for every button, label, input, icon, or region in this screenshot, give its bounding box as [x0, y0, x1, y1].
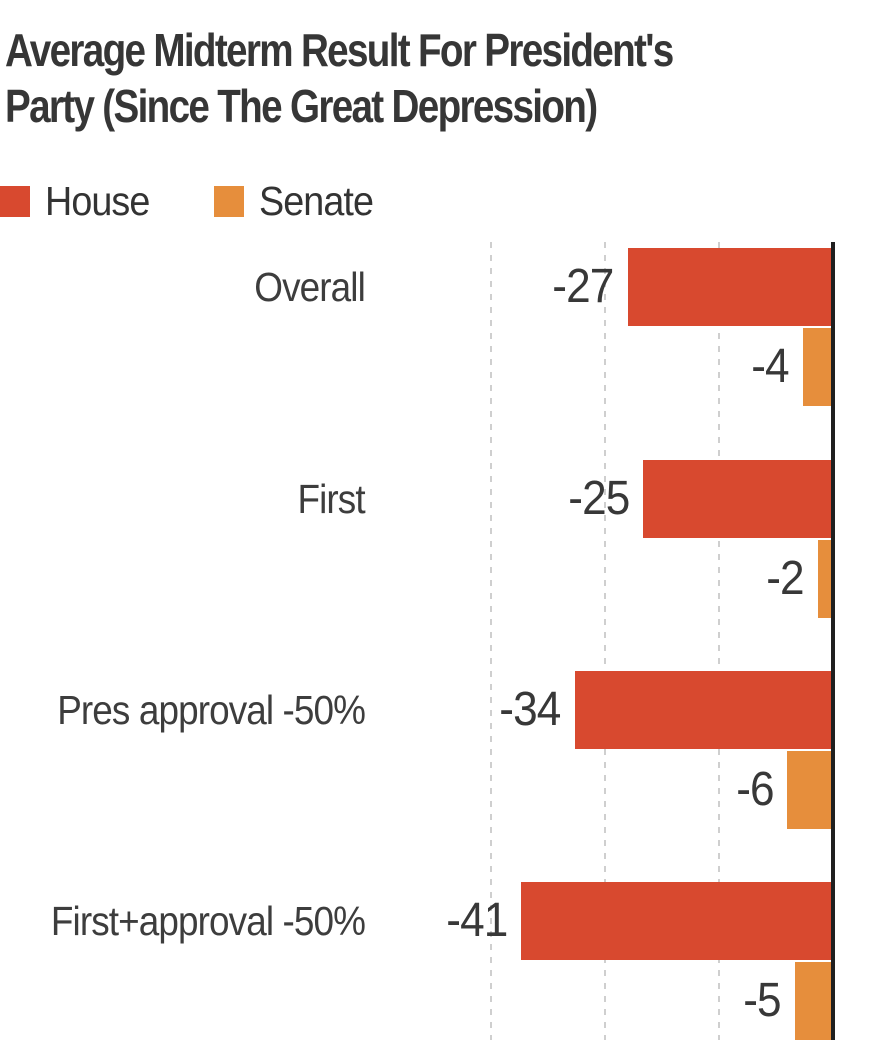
value-label-house: -27 — [552, 260, 615, 313]
chart-legend: House Senate — [0, 178, 383, 224]
value-label-senate: -4 — [751, 340, 789, 393]
gridline — [718, 242, 720, 1040]
gridline — [604, 242, 606, 1040]
bar-senate — [787, 751, 833, 829]
senate-color-swatch — [213, 186, 244, 217]
category-label: Overall — [254, 264, 365, 310]
value-label-house: -41 — [446, 894, 508, 947]
value-label-senate: -6 — [735, 763, 774, 816]
value-label-senate: -5 — [743, 974, 782, 1027]
house-color-swatch — [0, 186, 30, 217]
bar-house — [643, 460, 833, 538]
legend-label-senate: Senate — [258, 178, 374, 224]
legend-item-house: House — [0, 178, 159, 224]
value-label-senate: -2 — [766, 552, 804, 605]
chart-title-line1: Average Midterm Result For President's — [5, 24, 674, 76]
bar-house — [627, 248, 833, 326]
legend-label-house: House — [45, 178, 150, 224]
category-label: First+approval -50% — [50, 898, 366, 944]
category-label: Pres approval -50% — [57, 687, 366, 733]
value-label-house: -34 — [499, 683, 562, 736]
value-label-house: -25 — [567, 472, 630, 525]
chart-title-line2: Party (Since The Great Depression) — [5, 80, 598, 132]
bar-senate — [817, 540, 833, 618]
bar-senate — [795, 962, 833, 1040]
bar-senate — [802, 328, 833, 406]
bar-house — [521, 882, 833, 960]
legend-item-senate: Senate — [213, 178, 383, 224]
category-label: First — [297, 476, 366, 522]
gridline — [490, 242, 492, 1040]
bar-house — [574, 671, 833, 749]
chart-title: Average Midterm Result For President's P… — [5, 22, 674, 134]
zero-axis-line — [831, 242, 835, 1040]
